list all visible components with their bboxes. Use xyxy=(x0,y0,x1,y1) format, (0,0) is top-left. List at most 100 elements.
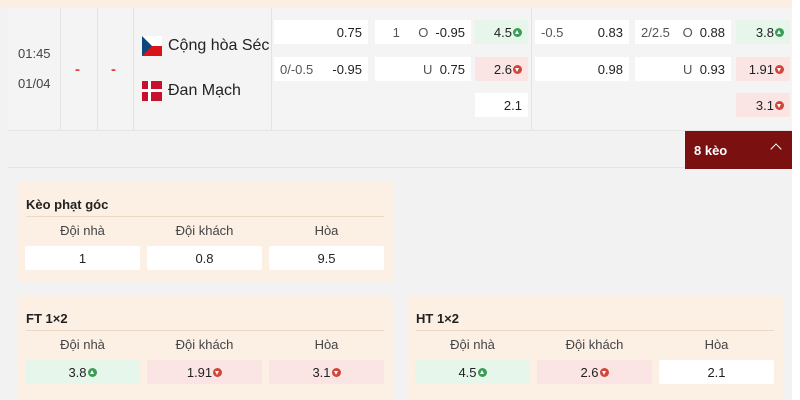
corner-odds-card: Kèo phạt góc Đội nhà Đội khách Hòa 1 0.8… xyxy=(17,181,393,282)
odds-value: 2.6 xyxy=(493,61,512,77)
odds-value: 2.1 xyxy=(503,97,522,113)
under-label: U xyxy=(682,61,693,77)
ht-handicap-home[interactable]: -0.5 0.83 xyxy=(535,20,629,44)
col-header-draw: Hòa xyxy=(314,337,339,352)
expand-bar: 8 kèo xyxy=(8,130,792,169)
column-divider xyxy=(271,8,272,130)
ft-handicap-home[interactable]: 0.75 xyxy=(274,20,368,44)
ht-over[interactable]: 2/2.5 O 0.88 xyxy=(635,20,731,44)
card-divider xyxy=(416,330,774,331)
ft-handicap-away[interactable]: 0/-0.5 -0.95 xyxy=(274,57,368,81)
odds-value: 3.8 xyxy=(755,24,774,40)
ft-1x2-draw[interactable]: 2.1 xyxy=(475,93,528,117)
match-row[interactable]: 01:45 01/04 - - Cộng hòa Séc Đan Mạch 0.… xyxy=(8,8,792,130)
total-line: 2/2.5 xyxy=(641,24,670,40)
odds-value: 0.75 xyxy=(439,61,465,77)
ft-home-odds[interactable]: 3.8 xyxy=(25,360,140,384)
odds-value: 1.91 xyxy=(748,61,774,77)
col-header-away: Đội khách xyxy=(175,337,234,352)
arrow-down-icon xyxy=(513,64,522,74)
odds-value: 3.1 xyxy=(312,364,331,380)
home-team-name: Cộng hòa Séc xyxy=(168,37,270,54)
card-title: HT 1×2 xyxy=(416,311,459,326)
odds-value: 3.8 xyxy=(68,364,87,380)
handicap-line: 0/-0.5 xyxy=(280,61,314,77)
corner-home-odds[interactable]: 1 xyxy=(25,246,140,270)
col-header-draw: Hòa xyxy=(314,223,339,238)
column-divider xyxy=(531,8,532,130)
ht-1x2-draw[interactable]: 3.1 xyxy=(736,93,790,117)
odds-value: -0.95 xyxy=(435,24,465,40)
col-header-away: Đội khách xyxy=(175,223,234,238)
column-divider xyxy=(60,8,61,130)
card-title: FT 1×2 xyxy=(26,311,68,326)
score-home: - xyxy=(75,61,80,78)
ht-handicap-away[interactable]: 0.98 xyxy=(535,57,629,81)
chevron-up-icon xyxy=(770,143,782,155)
odds-value: 0.98 xyxy=(597,61,623,77)
match-time: 01:45 xyxy=(18,46,51,61)
odds-value: 2.1 xyxy=(707,364,726,380)
corner-draw-odds[interactable]: 9.5 xyxy=(269,246,384,270)
odds-value: 0.93 xyxy=(699,61,725,77)
ft-under[interactable]: U 0.75 xyxy=(375,57,471,81)
col-header-home: Đội nhà xyxy=(450,337,495,352)
col-header-draw: Hòa xyxy=(704,337,729,352)
arrow-down-icon xyxy=(331,367,341,377)
away-team-name: Đan Mạch xyxy=(168,82,241,99)
home-team[interactable]: Cộng hòa Séc xyxy=(142,34,269,58)
column-divider xyxy=(133,8,134,130)
card-divider xyxy=(26,216,384,217)
ht-1x2-card: HT 1×2 Đội nhà Đội khách Hòa 4.5 2.6 2.1 xyxy=(407,295,783,400)
odds-value: -0.95 xyxy=(332,61,362,77)
ft-draw-odds[interactable]: 3.1 xyxy=(269,360,384,384)
over-label: O xyxy=(682,24,693,40)
col-header-home: Đội nhà xyxy=(60,337,105,352)
card-divider xyxy=(26,330,384,331)
ft-away-odds[interactable]: 1.91 xyxy=(147,360,262,384)
odds-value: 0.75 xyxy=(336,24,362,40)
total-line: 1 xyxy=(392,24,400,40)
right-edge xyxy=(792,0,800,400)
over-label: O xyxy=(418,24,429,40)
ft-1x2-card: FT 1×2 Đội nhà Đội khách Hòa 3.8 1.91 3.… xyxy=(17,295,393,400)
under-label: U xyxy=(422,61,433,77)
odds-value: 3.1 xyxy=(755,97,774,113)
ht-under[interactable]: U 0.93 xyxy=(635,57,731,81)
arrow-up-icon xyxy=(477,367,487,377)
arrow-down-icon xyxy=(213,367,223,377)
corner-away-odds[interactable]: 0.8 xyxy=(147,246,262,270)
arrow-down-icon xyxy=(775,100,784,110)
ht-away-odds[interactable]: 2.6 xyxy=(537,360,652,384)
ht-1x2-home[interactable]: 3.8 xyxy=(736,20,790,44)
column-divider xyxy=(97,8,98,130)
col-header-away: Đội khách xyxy=(565,337,624,352)
arrow-down-icon xyxy=(599,367,609,377)
away-team[interactable]: Đan Mạch xyxy=(142,79,241,103)
odds-value: 4.5 xyxy=(493,24,512,40)
handicap-line: -0.5 xyxy=(541,24,564,40)
card-title: Kèo phạt góc xyxy=(26,197,109,212)
denmark-flag-icon xyxy=(142,81,162,101)
arrow-down-icon xyxy=(775,64,784,74)
odds-value: 0.83 xyxy=(597,24,623,40)
arrow-up-icon xyxy=(775,27,784,37)
col-header-home: Đội nhà xyxy=(60,223,105,238)
arrow-up-icon xyxy=(87,367,97,377)
ht-home-odds[interactable]: 4.5 xyxy=(415,360,530,384)
ht-1x2-away[interactable]: 1.91 xyxy=(736,57,790,81)
ft-1x2-away[interactable]: 2.6 xyxy=(475,57,528,81)
arrow-up-icon xyxy=(513,27,522,37)
ft-over[interactable]: 1 O -0.95 xyxy=(375,20,471,44)
score-away: - xyxy=(111,61,116,78)
more-odds-label: 8 kèo xyxy=(694,142,728,158)
ft-1x2-home[interactable]: 4.5 xyxy=(475,20,528,44)
top-band xyxy=(0,0,800,8)
more-odds-button[interactable]: 8 kèo xyxy=(685,131,792,169)
ht-draw-odds[interactable]: 2.1 xyxy=(659,360,774,384)
odds-value: 4.5 xyxy=(458,364,477,380)
czech-flag-icon xyxy=(142,36,162,56)
match-date: 01/04 xyxy=(18,76,51,91)
odds-value: 2.6 xyxy=(580,364,599,380)
odds-value: 1.91 xyxy=(186,364,213,380)
